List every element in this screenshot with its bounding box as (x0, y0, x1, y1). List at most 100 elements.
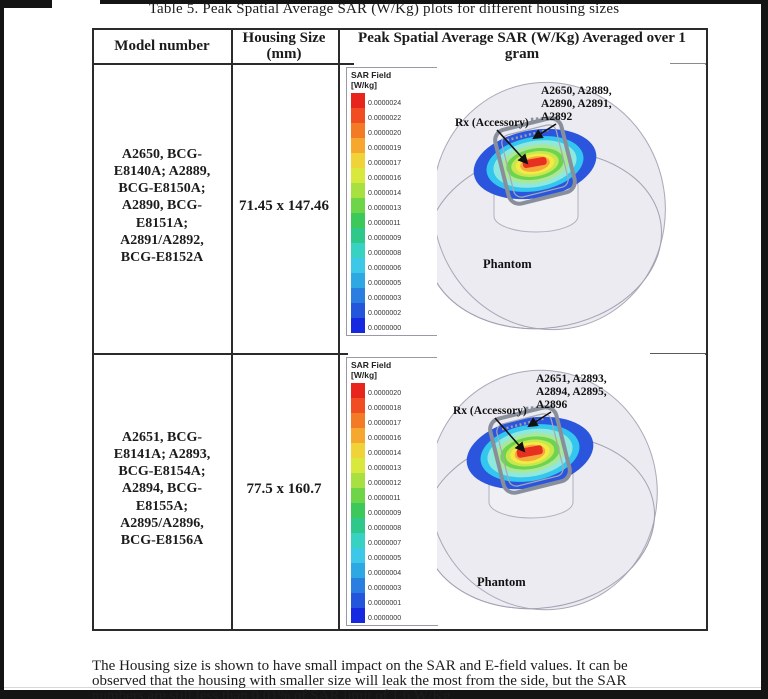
legend-title: SAR Field (351, 360, 392, 370)
legend-scale: 0.0000020 0.0000018 0.0000017 0.0000016 … (351, 382, 435, 623)
model-number-cell-row2: A2651, BCG- E8141A; A2893, BCG-E8154A; A… (113, 430, 211, 548)
page-edge-line (4, 687, 761, 688)
legend-color-swatch (351, 107, 365, 123)
device-label-line2: A2890, A2891, (541, 98, 612, 110)
legend-color-swatch (351, 197, 365, 213)
legend-value: 0.0000005 (368, 279, 402, 287)
sar-legend-row1: SAR Field [W/kg] 0.0000024 0.0000022 0.0… (346, 67, 438, 336)
legend-value: 0.0000008 (368, 249, 402, 257)
legend-color-swatch (351, 607, 365, 623)
legend-value: 0.0000020 (368, 389, 402, 397)
rx-arrow (496, 129, 529, 165)
table-caption: Table 5. Peak Spatial Average SAR (W/Kg)… (148, 1, 620, 17)
legend-value: 0.0000016 (368, 174, 402, 182)
legend-title: SAR Field (351, 70, 392, 80)
legend-value: 0.0000004 (368, 569, 402, 577)
legend-color-swatch (351, 502, 365, 518)
legend-value: 0.0000017 (368, 419, 402, 427)
column-divider-1 (231, 30, 233, 629)
legend-unit: [W/kg] (351, 79, 377, 90)
legend-color-swatch (351, 137, 365, 153)
device-label-arrow (532, 123, 557, 140)
legend-color-swatch (351, 412, 365, 428)
legend-color-swatch (351, 382, 365, 398)
legend-color-swatch (351, 592, 365, 608)
legend-color-swatch (351, 92, 365, 108)
legend-color-swatch (351, 317, 365, 333)
model-number-cell-row1: A2650, BCG- E8140A; A2889, BCG-E8150A; A… (113, 147, 211, 265)
legend-value: 0.0000024 (368, 99, 402, 107)
window-border-bottom (0, 690, 768, 699)
header-sar: Peak Spatial Average SAR (W/Kg) Averaged… (358, 29, 686, 62)
legend-color-swatch (351, 442, 365, 458)
legend-color-swatch (351, 562, 365, 578)
legend-color-swatch (351, 547, 365, 563)
column-divider-2 (338, 30, 340, 629)
legend-color-swatch (351, 397, 365, 413)
row-divider (94, 353, 348, 355)
legend-color-swatch (351, 167, 365, 183)
legend-color-swatch (351, 182, 365, 198)
legend-color-swatch (351, 242, 365, 258)
legend-value: 0.0000014 (368, 189, 402, 197)
legend-color-swatch (351, 517, 365, 533)
legend-value: 0.0000017 (368, 159, 402, 167)
legend-value: 0.0000022 (368, 114, 402, 122)
legend-value: 0.0000009 (368, 234, 402, 242)
legend-value: 0.0000000 (368, 324, 402, 332)
legend-color-swatch (351, 122, 365, 138)
housing-size-cell-row1: 71.45 x 147.46 (239, 197, 329, 214)
legend-scale: 0.0000024 0.0000022 0.0000020 0.0000019 … (351, 92, 435, 333)
sar-plot-row1: Rx (Accessory) A2650, A2889, A2890, A289… (426, 64, 705, 348)
legend-color-swatch (351, 577, 365, 593)
legend-value: 0.0000011 (368, 219, 401, 227)
header-model-number: Model number (114, 37, 210, 54)
rx-label: Rx (Accessory) (453, 405, 527, 417)
legend-color-swatch (351, 457, 365, 473)
legend-value: 0.0000008 (368, 524, 402, 532)
sar-legend-row2: SAR Field [W/kg] 0.0000020 0.0000018 0.0… (346, 357, 438, 626)
legend-value: 0.0000007 (368, 539, 402, 547)
device-label-line3: A2896 (536, 399, 568, 411)
legend-value: 0.0000003 (368, 294, 402, 302)
legend-color-swatch (351, 212, 365, 228)
legend-value: 0.0000014 (368, 449, 402, 457)
header-divider (94, 63, 354, 65)
window-border-top-left (0, 0, 52, 8)
legend-value: 0.0000018 (368, 404, 402, 412)
legend-value: 0.0000002 (368, 309, 402, 317)
housing-size-cell-row2: 77.5 x 160.7 (246, 480, 322, 497)
legend-color-swatch (351, 532, 365, 548)
legend-value: 0.0000011 (368, 494, 401, 502)
device-label-arrow (527, 411, 552, 428)
device-label-line3: A2892 (541, 111, 573, 123)
phantom-label: Phantom (483, 257, 532, 271)
legend-color-swatch (351, 427, 365, 443)
header-housing-size: Housing Size (mm) (242, 29, 326, 62)
legend-value: 0.0000013 (368, 464, 402, 472)
legend-color-swatch (351, 472, 365, 488)
device-label-line1: A2651, A2893, (536, 373, 607, 385)
legend-value: 0.0000001 (368, 599, 402, 607)
legend-color-swatch (351, 152, 365, 168)
legend-value: 0.0000012 (368, 479, 402, 487)
pedestal-body (493, 188, 579, 233)
legend-value: 0.0000020 (368, 129, 402, 137)
legend-value: 0.0000019 (368, 144, 402, 152)
device-label-line2: A2894, A2895, (536, 386, 607, 398)
legend-value: 0.0000013 (368, 204, 402, 212)
legend-value: 0.0000003 (368, 584, 402, 592)
legend-color-swatch (351, 287, 365, 303)
window-border-right (761, 0, 768, 699)
legend-value: 0.0000006 (368, 264, 402, 272)
legend-value: 0.0000000 (368, 614, 402, 622)
window-border-left (0, 8, 4, 699)
rx-label: Rx (Accessory) (455, 117, 529, 129)
rx-arrow (494, 417, 526, 453)
legend-color-swatch (351, 302, 365, 318)
sar-plot-row2: Rx (Accessory) A2651, A2893, A2894, A289… (423, 354, 705, 625)
legend-value: 0.0000016 (368, 434, 402, 442)
window-border-top (100, 0, 768, 4)
legend-color-swatch (351, 487, 365, 503)
